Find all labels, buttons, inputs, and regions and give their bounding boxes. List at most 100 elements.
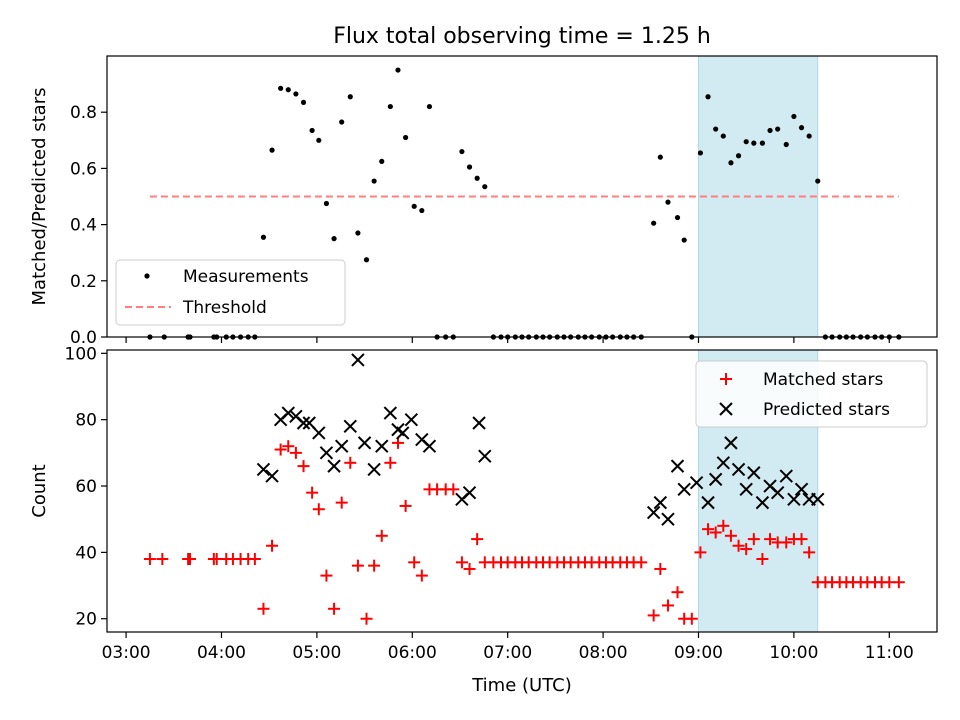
- x-tick-label: 03:00: [102, 643, 151, 663]
- x-tick-label: 06:00: [388, 643, 437, 663]
- predicted-star-stroke: [731, 462, 746, 477]
- y-tick-label: 0.0: [70, 328, 97, 348]
- measurement-point: [674, 214, 681, 221]
- measurement-point: [806, 133, 812, 139]
- top-panel-ratio: 0.00.20.40.60.8 Matched/Predicted stars …: [29, 55, 938, 348]
- predicted-star-stroke: [653, 495, 668, 510]
- measurement-point: [363, 257, 370, 263]
- predicted-star-point: [724, 436, 738, 450]
- measurement-point: [323, 200, 330, 207]
- predicted-star-stroke: [478, 449, 492, 463]
- predicted-star-stroke: [415, 432, 429, 447]
- measurement-point: [371, 178, 377, 184]
- matched-star-point: [702, 523, 715, 536]
- measurement-point: [735, 153, 742, 159]
- predicted-star-point: [478, 449, 492, 463]
- matched-star-point: [335, 496, 348, 509]
- predicted-star-stroke: [281, 406, 295, 420]
- measurement-point: [705, 94, 711, 100]
- top-legend-frame: [115, 259, 346, 326]
- predicted-star-point: [731, 462, 746, 477]
- predicted-star-stroke: [779, 469, 793, 483]
- predicted-star-point: [779, 469, 793, 483]
- predicted-star-stroke: [383, 406, 398, 420]
- matched-star-point: [740, 543, 753, 556]
- x-tick-label: 07:00: [483, 643, 532, 663]
- matched-star-point: [795, 533, 808, 546]
- y-tick-label: 100: [65, 344, 97, 364]
- legend-predicted-label: Predicted stars: [763, 400, 890, 420]
- predicted-star-point: [383, 406, 398, 420]
- measurement-point: [293, 91, 299, 97]
- predicted-star-stroke: [708, 472, 723, 487]
- matched-star-point: [694, 546, 707, 559]
- predicted-star-point: [375, 439, 389, 453]
- matched-star-point: [709, 526, 722, 539]
- matched-star-point: [408, 556, 421, 569]
- matched-star-point: [274, 443, 287, 456]
- y-tick-label: 0.4: [70, 216, 97, 236]
- matched-star-point: [764, 533, 777, 546]
- matched-star-point: [724, 529, 737, 542]
- predicted-star-point: [367, 462, 381, 477]
- x-tick-label: 05:00: [292, 643, 341, 663]
- predicted-star-stroke: [670, 459, 685, 473]
- matched-star-point: [471, 533, 484, 546]
- predicted-star-stroke: [689, 475, 704, 490]
- y-tick-label: 0.8: [70, 103, 97, 123]
- measurement-point: [657, 154, 663, 160]
- matched-star-point: [368, 559, 381, 572]
- predicted-star-point: [281, 406, 295, 420]
- x-tick-label: 09:00: [674, 643, 723, 663]
- measurement-point: [379, 158, 385, 164]
- predicted-star-point: [312, 426, 326, 440]
- predicted-star-stroke: [701, 495, 715, 510]
- predicted-star-point: [701, 495, 715, 510]
- predicted-star-stroke: [763, 479, 777, 493]
- matched-star-point: [447, 483, 460, 496]
- y-tick-label: 0.6: [70, 159, 97, 179]
- predicted-star-point: [422, 439, 437, 453]
- predicted-star-stroke: [302, 416, 316, 430]
- predicted-star-point: [708, 472, 723, 487]
- predicted-star-point: [739, 482, 753, 497]
- matched-star-point: [143, 553, 156, 566]
- x-tick-label: 10:00: [769, 643, 818, 663]
- matched-star-point: [747, 533, 760, 546]
- predicted-star-point: [747, 466, 761, 480]
- measurement-point: [466, 164, 473, 170]
- matched-star-point: [320, 569, 333, 582]
- predicted-star-point: [811, 492, 825, 507]
- predicted-star-stroke: [739, 482, 753, 497]
- bottom-panel-x-ticks: 03:00 04:00 05:00 06:00 07:00 08:00 09:00 10:00…: [102, 632, 914, 663]
- predicted-star-stroke: [770, 485, 785, 500]
- bottom-panel-frame: [106, 349, 938, 633]
- matched-star-point: [266, 539, 279, 552]
- matched-star-point: [344, 456, 357, 469]
- top-panel-legend: Measurements Threshold: [115, 259, 346, 326]
- matched-star-point: [671, 586, 684, 599]
- legend-matched-marker: [720, 373, 732, 385]
- bottom-panel-y-axis-label: Count: [29, 464, 50, 517]
- x-tick-label: 08:00: [579, 643, 628, 663]
- predicted-star-stroke: [716, 456, 731, 470]
- predicted-star-point: [396, 426, 410, 440]
- predicted-star-point: [296, 416, 311, 430]
- legend-measurements-label: Measurements: [183, 267, 309, 287]
- matched-star-point: [282, 440, 295, 453]
- measurement-point: [697, 150, 704, 156]
- matched-star-point: [289, 446, 302, 459]
- measurement-point: [798, 125, 805, 131]
- bottom-panel-legend: Matched stars Predicted stars: [695, 360, 928, 428]
- legend-measurements-marker: [144, 273, 150, 279]
- matched-star-point: [803, 546, 816, 559]
- measurement-point: [285, 87, 291, 93]
- measurement-point: [783, 141, 789, 148]
- predicted-star-stroke: [265, 469, 279, 483]
- x-axis-label: Time (UTC): [471, 675, 572, 696]
- predicted-star-point: [653, 495, 668, 510]
- predicted-star-point: [472, 416, 486, 430]
- predicted-star-point: [689, 475, 704, 490]
- predicted-star-point: [256, 462, 271, 477]
- predicted-star-stroke: [724, 436, 738, 450]
